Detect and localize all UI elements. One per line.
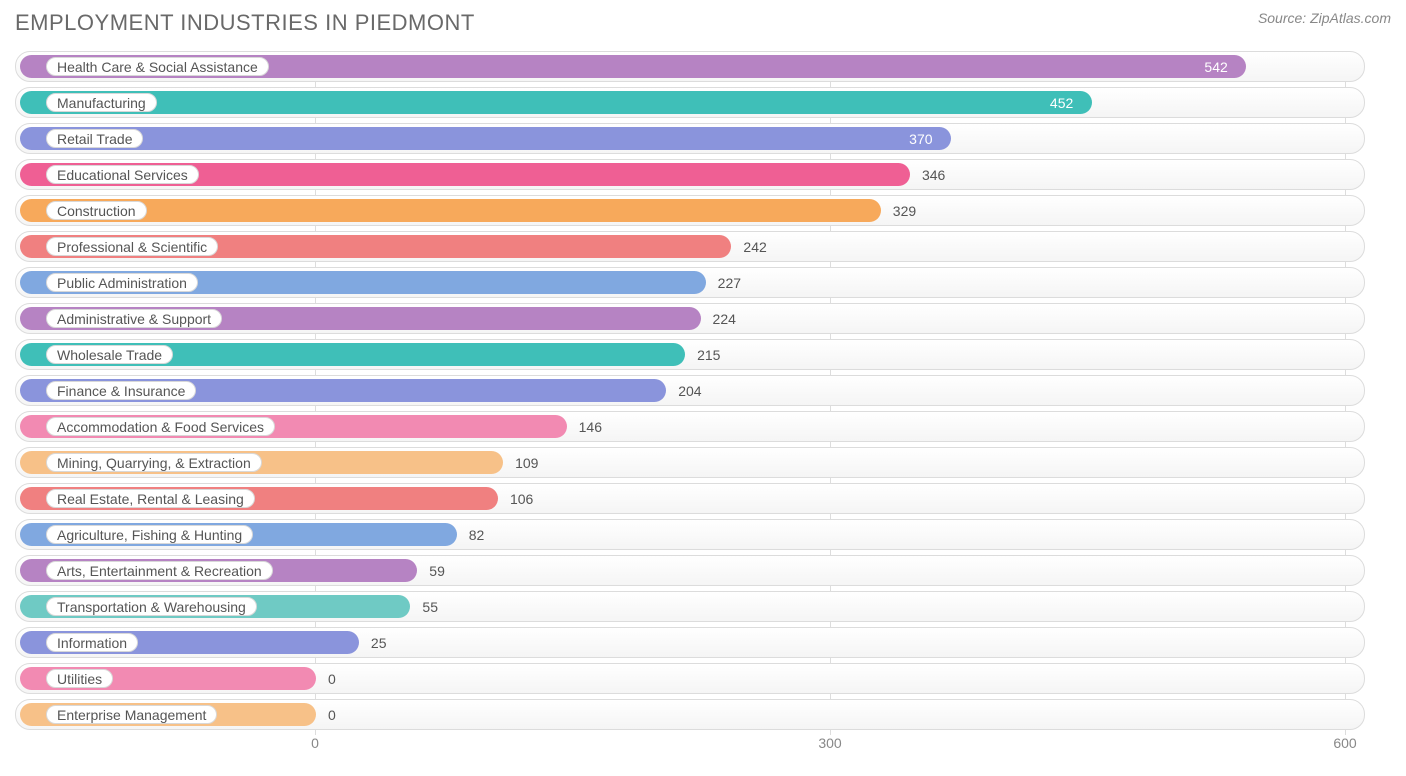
bar-label: Real Estate, Rental & Leasing <box>46 489 255 508</box>
bar-row: Arts, Entertainment & Recreation 59 <box>15 555 1365 586</box>
bar-row: Utilities 0 <box>15 663 1365 694</box>
source-name: ZipAtlas.com <box>1310 10 1391 26</box>
chart-title: EMPLOYMENT INDUSTRIES IN PIEDMONT <box>15 10 475 36</box>
bar-value: 59 <box>421 556 453 585</box>
color-swatch <box>21 596 42 617</box>
axis-tick-label: 300 <box>818 735 841 751</box>
bar-label: Transportation & Warehousing <box>46 597 257 616</box>
bar-row: Retail Trade 370 <box>15 123 1365 154</box>
bar-value: 106 <box>502 484 541 513</box>
source-label: Source: <box>1258 10 1306 26</box>
bar-label: Mining, Quarrying, & Extraction <box>46 453 262 472</box>
bar-label: Professional & Scientific <box>46 237 218 256</box>
color-swatch <box>21 92 42 113</box>
bar-label: Agriculture, Fishing & Hunting <box>46 525 253 544</box>
color-swatch <box>21 416 42 437</box>
color-swatch <box>21 488 42 509</box>
bar-label: Public Administration <box>46 273 198 292</box>
bar-value: 82 <box>461 520 493 549</box>
bar-value: 0 <box>320 664 344 693</box>
bar-value: 242 <box>735 232 774 261</box>
bar-value: 329 <box>885 196 924 225</box>
bar-value: 25 <box>363 628 395 657</box>
bar-fill <box>20 127 951 150</box>
color-swatch <box>21 452 42 473</box>
bar-row: Construction 329 <box>15 195 1365 226</box>
bar-row: Mining, Quarrying, & Extraction 109 <box>15 447 1365 478</box>
color-swatch <box>21 272 42 293</box>
bar-row: Accommodation & Food Services 146 <box>15 411 1365 442</box>
color-swatch <box>21 308 42 329</box>
bar-value: 55 <box>414 592 446 621</box>
color-swatch <box>21 704 42 725</box>
bar-fill <box>20 91 1092 114</box>
color-swatch <box>21 164 42 185</box>
color-swatch <box>21 200 42 221</box>
bar-row: Finance & Insurance 204 <box>15 375 1365 406</box>
bar-value: 224 <box>705 304 744 333</box>
bar-value: 227 <box>710 268 749 297</box>
bar-row: Information 25 <box>15 627 1365 658</box>
bar-label: Health Care & Social Assistance <box>46 57 269 76</box>
color-swatch <box>21 128 42 149</box>
bar-label: Accommodation & Food Services <box>46 417 275 436</box>
bar-label: Manufacturing <box>46 93 157 112</box>
color-swatch <box>21 560 42 581</box>
axis-tick-label: 0 <box>311 735 319 751</box>
bar-row: Administrative & Support 224 <box>15 303 1365 334</box>
bar-row: Professional & Scientific 242 <box>15 231 1365 262</box>
bar-label: Administrative & Support <box>46 309 222 328</box>
color-swatch <box>21 56 42 77</box>
bar-row: Health Care & Social Assistance 542 <box>15 51 1365 82</box>
bar-row: Enterprise Management 0 <box>15 699 1365 730</box>
chart-source: Source: ZipAtlas.com <box>1258 10 1391 26</box>
chart-header: EMPLOYMENT INDUSTRIES IN PIEDMONT Source… <box>15 10 1391 36</box>
bar-row: Educational Services 346 <box>15 159 1365 190</box>
bar-value: 109 <box>507 448 546 477</box>
bar-label: Construction <box>46 201 147 220</box>
bar-label: Retail Trade <box>46 129 143 148</box>
bar-label: Utilities <box>46 669 113 688</box>
color-swatch <box>21 632 42 653</box>
bar-label: Educational Services <box>46 165 199 184</box>
chart-x-axis: 0 300 600 <box>15 735 1391 755</box>
bar-fill <box>20 199 881 222</box>
bar-row: Manufacturing 452 <box>15 87 1365 118</box>
bar-value: 346 <box>914 160 953 189</box>
bar-value: 146 <box>571 412 610 441</box>
color-swatch <box>21 236 42 257</box>
bar-value: 215 <box>689 340 728 369</box>
bar-label: Wholesale Trade <box>46 345 173 364</box>
color-swatch <box>21 380 42 401</box>
bar-label: Enterprise Management <box>46 705 217 724</box>
bar-label: Arts, Entertainment & Recreation <box>46 561 273 580</box>
bar-label: Finance & Insurance <box>46 381 196 400</box>
bar-value: 452 <box>1042 88 1081 117</box>
bar-row: Transportation & Warehousing 55 <box>15 591 1365 622</box>
bar-row: Wholesale Trade 215 <box>15 339 1365 370</box>
bar-value: 0 <box>320 700 344 729</box>
color-swatch <box>21 668 42 689</box>
chart-area: Health Care & Social Assistance 542 Manufa… <box>15 51 1391 755</box>
bar-value: 542 <box>1196 52 1235 81</box>
bar-value: 204 <box>670 376 709 405</box>
color-swatch <box>21 524 42 545</box>
chart-rows: Health Care & Social Assistance 542 Manufa… <box>15 51 1391 730</box>
bar-row: Public Administration 227 <box>15 267 1365 298</box>
axis-tick-label: 600 <box>1333 735 1356 751</box>
bar-row: Real Estate, Rental & Leasing 106 <box>15 483 1365 514</box>
bar-row: Agriculture, Fishing & Hunting 82 <box>15 519 1365 550</box>
color-swatch <box>21 344 42 365</box>
bar-value: 370 <box>901 124 940 153</box>
bar-label: Information <box>46 633 138 652</box>
